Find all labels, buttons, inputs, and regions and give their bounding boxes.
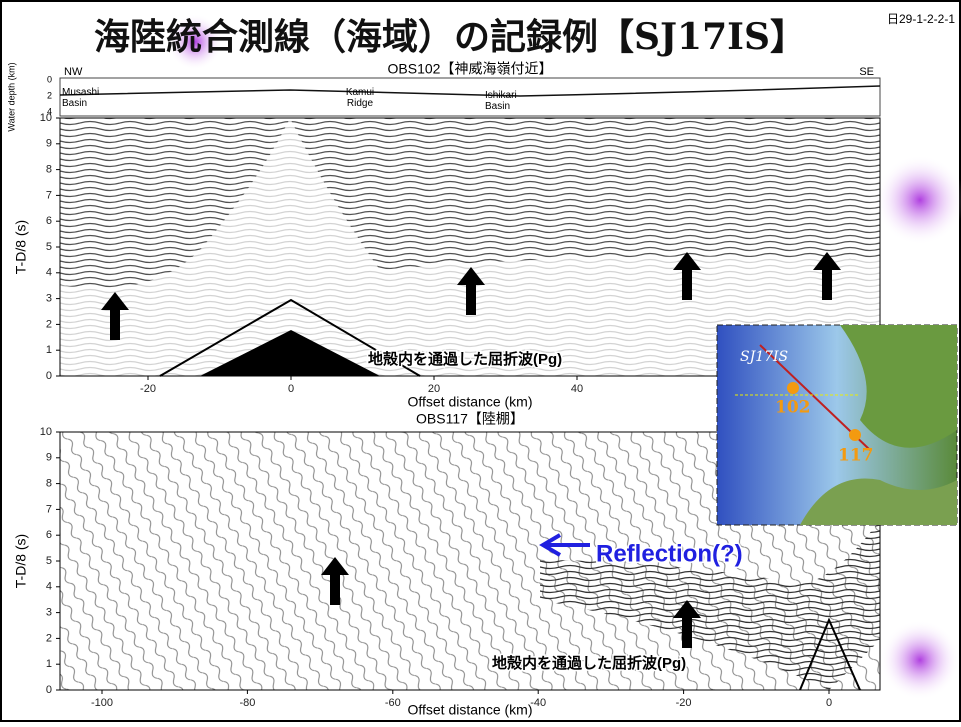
direct-wave [799, 617, 861, 691]
station-label: 102 [775, 398, 811, 418]
y-tick-label: 7 [46, 503, 52, 515]
y-tick-label: 9 [46, 138, 52, 150]
region-label: Ishikari Basin [485, 90, 517, 112]
y-axis-label: T-D/8 (s) [13, 220, 29, 274]
depth-tick: 2 [47, 90, 52, 100]
y-tick-label: 2 [46, 318, 52, 330]
depth-label: Water depth (km) [6, 62, 16, 131]
x-axis-label: Offset distance (km) [407, 394, 532, 410]
direction-label: SE [859, 66, 874, 78]
y-axis-label: T-D/8 (s) [13, 534, 29, 588]
x-axis-label: Offset distance (km) [407, 702, 532, 718]
map-line-label: SJ17IS [740, 349, 788, 365]
x-tick-label: 0 [288, 383, 294, 395]
y-tick-label: 0 [46, 370, 52, 382]
depth-strip [59, 77, 881, 117]
x-tick-label: -40 [530, 697, 546, 709]
y-tick-label: 10 [40, 112, 52, 124]
annotation: 地殻内を通過した屈折波(Pg) [368, 350, 562, 368]
annotation: 地殻内を通過した屈折波(Pg) [492, 654, 686, 672]
y-tick-label: 3 [46, 293, 52, 305]
direct-wave [159, 298, 421, 377]
decor [875, 155, 961, 245]
y-tick-label: 8 [46, 478, 52, 490]
y-tick-label: 6 [46, 529, 52, 541]
seismic-arrivals [540, 520, 880, 690]
x-tick-label: 40 [571, 383, 583, 395]
x-tick-label: 0 [826, 697, 832, 709]
x-tick-label: 20 [428, 383, 440, 395]
y-tick-label: 5 [46, 555, 52, 567]
reflection-arrow [539, 533, 590, 557]
y-tick-label: 2 [46, 632, 52, 644]
seafloor [59, 85, 881, 97]
depth-tick: 0 [47, 74, 52, 84]
y-tick-label: 3 [46, 607, 52, 619]
first-arrival-mask [60, 118, 880, 376]
y-tick-label: 6 [46, 215, 52, 227]
region-label: Kamui Ridge [346, 87, 374, 109]
panel-title: OBS102【神威海嶺付近】 [388, 61, 553, 77]
panel-title: OBS117【陸棚】 [416, 411, 524, 427]
title: 海陸統合測線（海域）の記録例【SJ17IS】 [94, 16, 806, 58]
station-label: 117 [838, 446, 874, 466]
map-inset: SJ17IS 102 117 [716, 324, 958, 526]
decor [880, 620, 960, 700]
reflection-label: Reflection(?) [596, 540, 743, 567]
x-tick-label: -20 [676, 697, 692, 709]
x-tick-label: -100 [91, 697, 113, 709]
y-tick-label: 9 [46, 452, 52, 464]
page-id: 日29-1-2-2-1 [887, 12, 955, 26]
y-tick-label: 1 [46, 344, 52, 356]
x-tick-label: -80 [239, 697, 255, 709]
x-tick-label: -60 [385, 697, 401, 709]
x-tick-label: -20 [140, 383, 156, 395]
arrows [101, 252, 841, 648]
y-tick-label: 0 [46, 684, 52, 696]
direct-wave [200, 330, 380, 376]
y-tick-label: 4 [46, 267, 52, 279]
decor [167, 14, 223, 70]
y-tick-label: 5 [46, 241, 52, 253]
y-tick-label: 10 [40, 426, 52, 438]
y-tick-label: 1 [46, 658, 52, 670]
direction-label: NW [64, 66, 83, 78]
y-tick-label: 4 [46, 581, 52, 593]
region-label: Musashi Basin [62, 87, 99, 109]
y-tick-label: 7 [46, 189, 52, 201]
y-tick-label: 8 [46, 164, 52, 176]
depth-tick: 4 [47, 106, 52, 116]
